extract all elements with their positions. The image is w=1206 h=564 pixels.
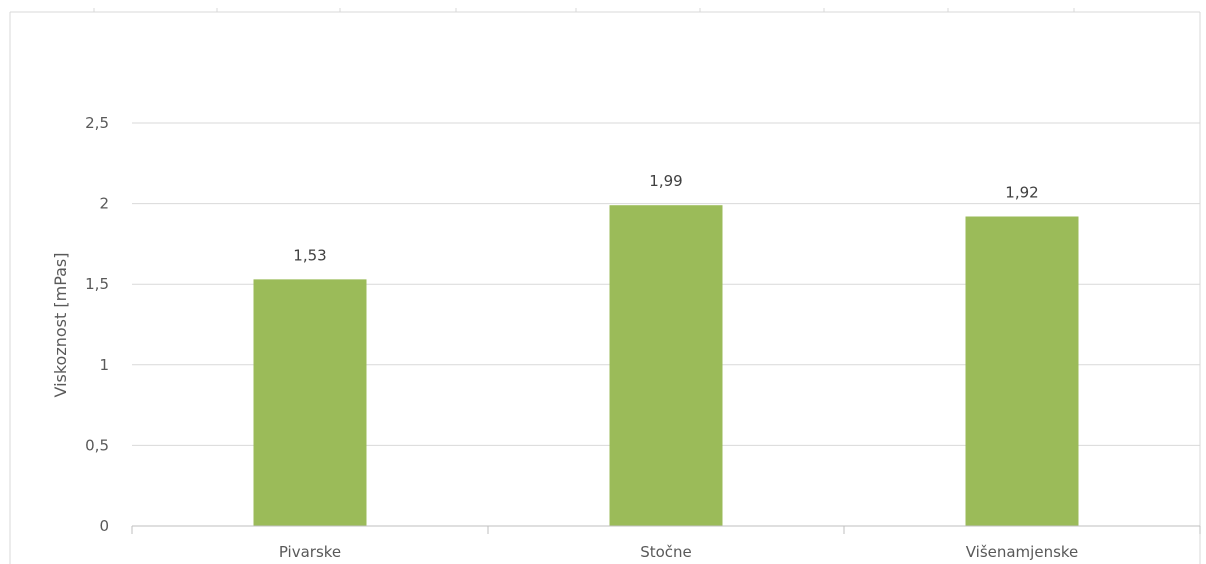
x-tick-labels: Pivarske Stočne Višenamjenske — [279, 543, 1078, 561]
y-tick-label: 0,5 — [85, 436, 109, 454]
data-labels: 1,53 1,99 1,92 — [293, 172, 1038, 264]
frame-tick-marks — [93, 8, 1075, 12]
y-tick-label: 1 — [99, 356, 109, 374]
bar — [965, 216, 1079, 526]
y-tick-label: 1,5 — [85, 275, 109, 293]
y-axis-title: Viskoznost [mPas] — [51, 252, 70, 397]
y-tick-label: 0 — [99, 517, 109, 535]
y-tick-label: 2,5 — [85, 114, 109, 132]
bar — [253, 279, 367, 526]
data-label: 1,99 — [649, 172, 682, 190]
x-axis — [131, 525, 1201, 534]
x-tick-label: Višenamjenske — [966, 543, 1079, 561]
y-tick-label: 2 — [99, 195, 109, 213]
bars — [253, 205, 1079, 526]
data-label: 1,53 — [293, 246, 326, 264]
bar — [609, 205, 723, 526]
y-tick-labels: 0 0,5 1 1,5 2 2,5 — [85, 114, 109, 535]
x-tick-label: Stočne — [640, 543, 692, 561]
data-label: 1,92 — [1005, 183, 1038, 201]
x-tick-label: Pivarske — [279, 543, 341, 561]
